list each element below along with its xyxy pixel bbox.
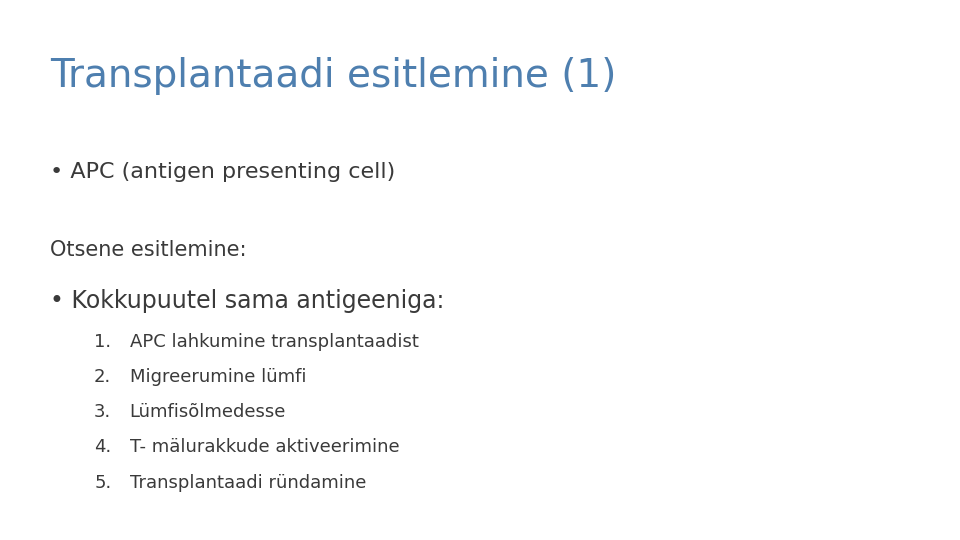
Text: 1.: 1.	[94, 333, 111, 351]
Text: Transplantaadi esitlemine (1): Transplantaadi esitlemine (1)	[50, 57, 616, 94]
Text: 5.: 5.	[94, 474, 111, 491]
Text: T- mälurakkude aktiveerimine: T- mälurakkude aktiveerimine	[130, 438, 399, 456]
Text: Lümfisõlmedesse: Lümfisõlmedesse	[130, 403, 286, 421]
Text: 2.: 2.	[94, 368, 111, 386]
Text: • Kokkupuutel sama antigeeniga:: • Kokkupuutel sama antigeeniga:	[50, 289, 444, 313]
Text: 3.: 3.	[94, 403, 111, 421]
Text: 4.: 4.	[94, 438, 111, 456]
Text: APC lahkumine transplantaadist: APC lahkumine transplantaadist	[130, 333, 419, 351]
Text: • APC (antigen presenting cell): • APC (antigen presenting cell)	[50, 162, 396, 182]
Text: Migreerumine lümfi: Migreerumine lümfi	[130, 368, 306, 386]
Text: Transplantaadi ründamine: Transplantaadi ründamine	[130, 474, 366, 491]
Text: Otsene esitlemine:: Otsene esitlemine:	[50, 240, 247, 260]
